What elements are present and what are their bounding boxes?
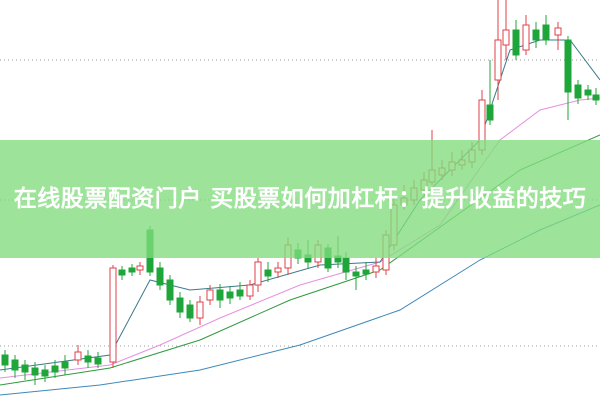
candle-body — [109, 267, 117, 363]
candle-body — [136, 265, 144, 271]
candle-body — [166, 279, 174, 301]
candle-body — [84, 355, 92, 363]
candle-body — [532, 29, 540, 41]
candle-body — [512, 29, 520, 56]
candle-body — [61, 361, 69, 369]
candle-body — [206, 289, 214, 301]
candle-body — [352, 271, 360, 277]
candle-body — [574, 84, 582, 99]
moving-average-line — [0, 39, 600, 371]
candle-body — [51, 365, 59, 373]
candle-body — [186, 304, 194, 319]
candle-body — [1, 354, 9, 366]
candle-body — [502, 29, 510, 46]
article-title: 在线股票配资门户 买股票如何加杠杆：提升收益的技巧 — [13, 186, 587, 212]
candle-body — [274, 267, 282, 273]
candle-body — [264, 269, 272, 277]
candle-body — [128, 267, 136, 273]
candle-body — [554, 27, 562, 36]
candle-body — [254, 261, 262, 286]
candle-body — [118, 269, 126, 276]
candle-body — [196, 301, 204, 319]
candle-body — [11, 359, 19, 371]
candle-body — [176, 297, 184, 313]
candle-body — [226, 291, 234, 299]
candle-body — [542, 24, 550, 41]
candle-body — [246, 284, 254, 297]
candle-body — [522, 24, 530, 51]
candle-body — [31, 367, 39, 376]
candle-body — [216, 289, 224, 301]
candle-body — [584, 89, 592, 96]
candle-body — [372, 265, 380, 273]
candle-body — [74, 351, 82, 361]
candle-body — [564, 39, 572, 93]
candle-body — [486, 104, 494, 121]
candle-body — [21, 364, 29, 373]
candle-body — [94, 357, 102, 365]
title-banner: 在线股票配资门户 买股票如何加杠杆：提升收益的技巧 — [0, 140, 600, 258]
candle-body — [362, 269, 370, 275]
candle-body — [156, 267, 164, 286]
candle-body — [592, 94, 600, 101]
candle-body — [236, 289, 244, 297]
candle-body — [494, 39, 502, 81]
candle-body — [41, 369, 49, 377]
candle-body — [342, 257, 350, 273]
